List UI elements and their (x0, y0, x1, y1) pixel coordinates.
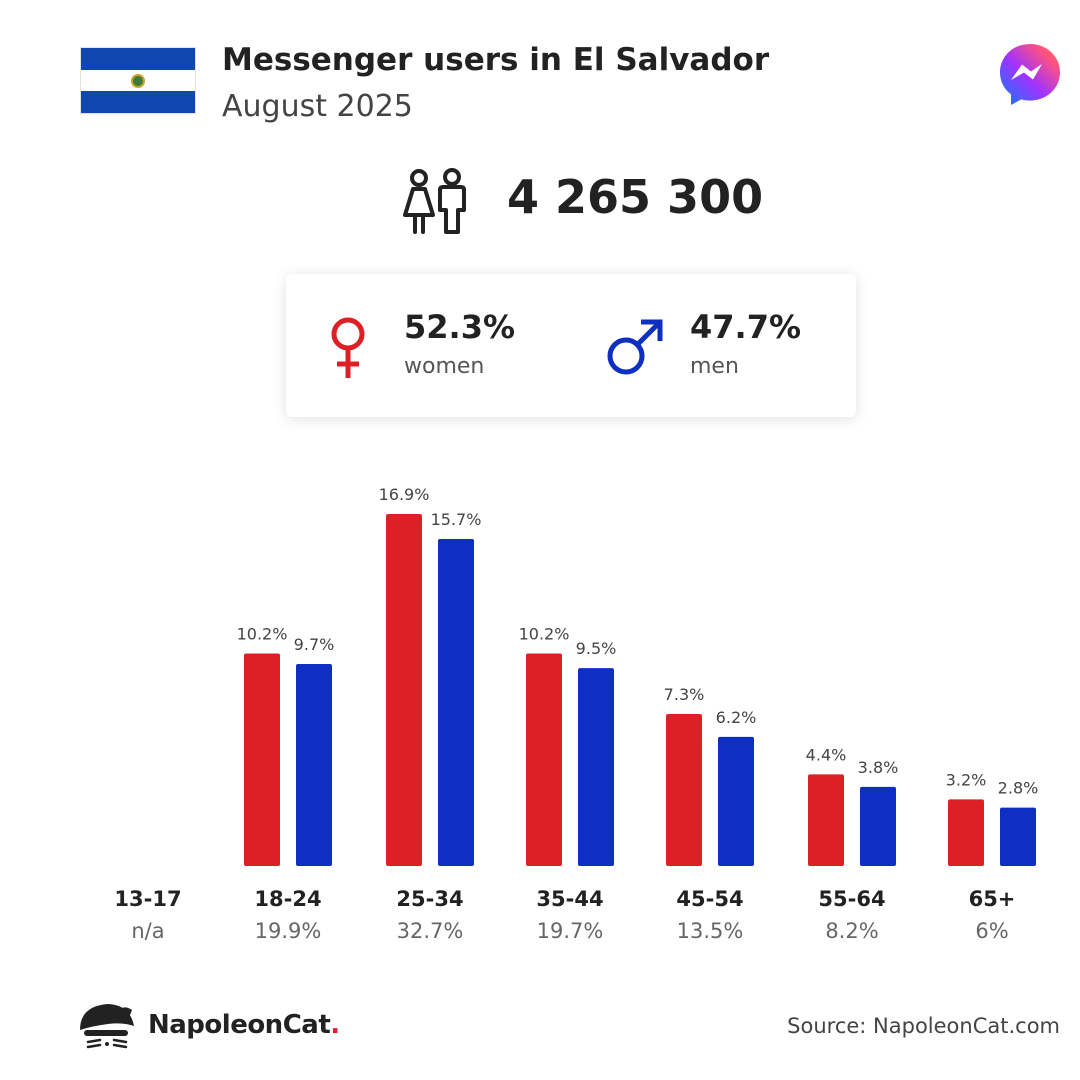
el-salvador-flag-icon (80, 47, 196, 114)
age-group-total: 32.7% (397, 919, 464, 943)
data-label-women-18-24: 10.2% (237, 625, 288, 644)
source-link[interactable]: Source: NapoleonCat.com (787, 1014, 1060, 1038)
women-percent: 52.3% (404, 308, 516, 346)
flag-seal-icon (131, 73, 145, 88)
age-group-label: 35-44 (536, 887, 603, 911)
data-label-men-35-44: 9.5% (576, 639, 617, 658)
brand-name-text: NapoleonCat (148, 1010, 331, 1040)
data-label-women-45-54: 7.3% (664, 685, 705, 704)
brand-dot: . (330, 1010, 340, 1040)
data-label-men-65+: 2.8% (998, 779, 1039, 798)
male-symbol-icon (607, 319, 663, 375)
data-label-women-25-34: 16.9% (379, 485, 430, 504)
age-group-label: 65+ (969, 887, 1016, 911)
bar-men-35-44 (578, 668, 614, 866)
data-label-men-25-34: 15.7% (431, 510, 482, 529)
total-users-value: 4 265 300 (507, 170, 764, 224)
brand-name: NapoleonCat. (148, 1010, 340, 1040)
female-symbol-icon (331, 317, 365, 378)
age-group-total: 13.5% (677, 919, 744, 943)
age-group-total: 19.7% (537, 919, 604, 943)
age-group-total: 6% (975, 919, 1008, 943)
bar-men-55-64 (860, 786, 896, 866)
age-group-total: n/a (131, 919, 164, 943)
age-group-total: 19.9% (255, 919, 322, 943)
data-label-men-18-24: 9.7% (294, 635, 335, 654)
men-label: men (690, 354, 739, 379)
page-subtitle: August 2025 (222, 89, 413, 124)
napoleoncat-logo-icon (80, 1004, 134, 1049)
bar-men-65+ (1000, 807, 1036, 866)
data-label-men-55-64: 3.8% (858, 758, 899, 777)
bar-men-45-54 (718, 736, 754, 866)
age-group-total: 8.2% (825, 919, 878, 943)
age-group-label: 45-54 (676, 887, 743, 911)
data-label-women-65+: 3.2% (946, 770, 987, 789)
people-icon (403, 168, 466, 234)
gender-split-card: 52.3% women 47.7% men (286, 274, 856, 417)
data-label-women-55-64: 4.4% (806, 745, 847, 764)
bar-women-65+ (948, 799, 984, 866)
data-label-women-35-44: 10.2% (519, 625, 570, 644)
data-label-men-45-54: 6.2% (716, 708, 757, 727)
bar-women-35-44 (526, 653, 562, 866)
bar-men-18-24 (296, 663, 332, 866)
bar-men-25-34 (438, 538, 474, 866)
age-group-label: 55-64 (818, 887, 885, 911)
messenger-logo-icon (1000, 44, 1060, 105)
age-group-label: 13-17 (114, 887, 181, 911)
bar-women-18-24 (244, 653, 280, 866)
page-title: Messenger users in El Salvador (222, 42, 770, 78)
age-group-label: 18-24 (254, 887, 321, 911)
bar-women-45-54 (666, 713, 702, 866)
bar-women-25-34 (386, 514, 422, 866)
men-percent: 47.7% (690, 308, 802, 346)
bar-women-55-64 (808, 774, 844, 866)
age-group-label: 25-34 (396, 887, 463, 911)
women-label: women (404, 354, 485, 379)
